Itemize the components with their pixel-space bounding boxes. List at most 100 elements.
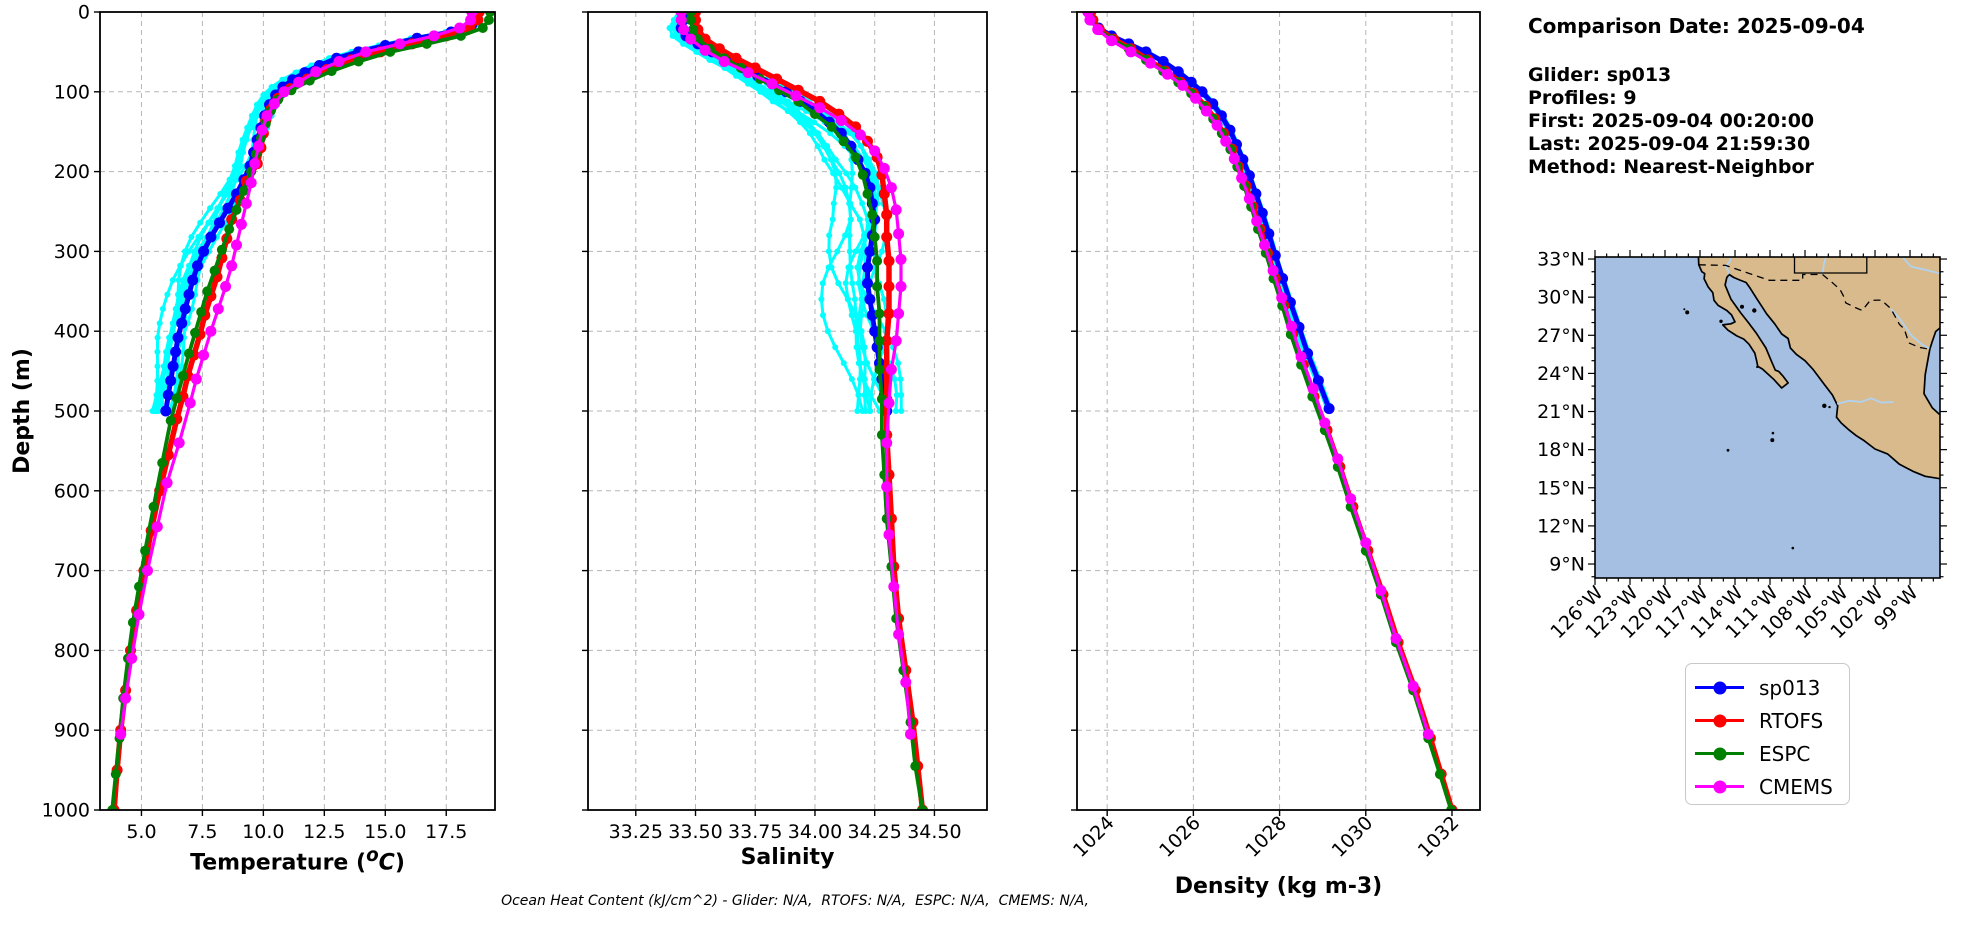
- glider-profile-marker: [169, 277, 176, 284]
- island-dot: [1719, 319, 1723, 323]
- glider-profile-marker: [235, 149, 242, 156]
- island-dot: [1771, 431, 1775, 435]
- rtofs-marker: [881, 231, 893, 243]
- island-dot: [1683, 308, 1686, 311]
- cmems-marker: [893, 308, 905, 320]
- glider-profile-marker: [833, 184, 840, 191]
- sp013-marker: [1323, 403, 1335, 415]
- glider-profile-marker: [854, 408, 861, 414]
- cmems-marker: [888, 581, 900, 593]
- glider-profile-marker: [859, 344, 866, 351]
- espc-marker: [326, 66, 337, 77]
- glider-profile-marker: [897, 376, 904, 383]
- glider-profile-marker: [828, 156, 835, 163]
- espc-marker: [140, 545, 151, 556]
- cmems-marker: [126, 652, 138, 664]
- x-tick-label: 1024: [1069, 812, 1119, 862]
- sp013-marker: [1263, 228, 1275, 240]
- density-profile-plot: 1024 1026 1028 1030 1032: [1069, 11, 1481, 862]
- glider-profile-marker: [207, 205, 213, 212]
- glider-profile-marker: [149, 408, 156, 414]
- glider-profile-marker: [830, 200, 837, 207]
- cmems-line: [119, 12, 474, 735]
- glider-profile-marker: [858, 143, 865, 150]
- sp013-marker: [1256, 207, 1268, 219]
- glider-profile-marker: [852, 184, 859, 191]
- cmems-marker: [881, 481, 893, 493]
- glider-profile-marker: [826, 232, 833, 239]
- celsius-symbol: C: [378, 850, 395, 876]
- cmems-marker: [890, 204, 902, 216]
- glider-profile-marker: [240, 149, 247, 156]
- glider-profile-marker: [835, 280, 842, 287]
- cmems-line: [1086, 12, 1430, 735]
- glider-profile-marker: [881, 296, 887, 303]
- x-tick-label: 15.0: [364, 821, 406, 843]
- glider-profile-marker: [852, 312, 859, 319]
- espc-marker: [869, 232, 880, 242]
- depth-tick-label: 700: [54, 560, 90, 582]
- glider-profile-marker: [828, 264, 835, 271]
- glider-profile-marker: [871, 376, 878, 383]
- glider-profile-marker: [893, 392, 900, 398]
- x-tick-label: 1032: [1414, 812, 1464, 862]
- sp013-marker: [205, 231, 217, 243]
- glider-profile-marker: [891, 376, 898, 383]
- glider-profile-marker: [191, 248, 198, 255]
- espc-marker: [107, 805, 118, 810]
- glider-profile-marker: [233, 176, 240, 183]
- cmems-marker: [883, 529, 895, 541]
- glider-profile-line: [672, 12, 877, 412]
- island-dot: [1791, 546, 1795, 550]
- glider-profile-marker: [866, 156, 873, 163]
- x-tick-label: 1026: [1155, 812, 1205, 862]
- glider-profile-marker: [856, 280, 863, 287]
- glider-profile-marker: [805, 119, 812, 126]
- rtofs-marker: [878, 188, 890, 200]
- glider-profile-marker: [188, 234, 195, 240]
- glider-profile-marker: [838, 184, 845, 191]
- x-tick-label: 12.5: [303, 821, 345, 843]
- glider-profile-marker: [819, 280, 826, 287]
- glider-profile-marker: [217, 190, 224, 197]
- espc-marker: [157, 457, 168, 468]
- glider-profile-marker: [854, 264, 861, 271]
- cmems-marker: [1422, 728, 1434, 740]
- espc-marker: [238, 185, 249, 196]
- sp013-line: [1087, 12, 1332, 410]
- cmems-marker: [226, 260, 238, 272]
- ocean-heat-content-caption: Ocean Heat Content (kJ/cm^2) - Glider: N…: [501, 893, 1089, 909]
- glider-profile-marker: [794, 108, 801, 114]
- glider-profile-line: [1088, 12, 1329, 410]
- cmems-marker: [360, 46, 372, 58]
- glider-profile-marker: [725, 64, 732, 71]
- sp013-marker: [179, 303, 191, 315]
- sp013-marker: [1185, 76, 1197, 88]
- sp013-marker: [165, 375, 177, 387]
- glider-profile-marker: [273, 84, 279, 90]
- glider-profile-line: [1087, 12, 1330, 410]
- cmems-marker: [1190, 92, 1201, 104]
- cmems-marker: [261, 110, 273, 122]
- glider-profile-marker: [846, 200, 853, 207]
- grid-lines: [588, 11, 987, 811]
- sp013-marker: [198, 245, 210, 257]
- glider-profile-marker: [857, 328, 864, 335]
- cmems-marker: [1220, 135, 1232, 147]
- espc-marker: [874, 308, 885, 319]
- rtofs-marker: [883, 281, 895, 292]
- cmems-marker: [766, 78, 778, 90]
- glider-profile-marker: [811, 119, 818, 126]
- espc-marker: [148, 501, 159, 512]
- glider-profile-marker: [214, 205, 221, 212]
- espc-marker: [838, 136, 849, 147]
- glider-profile-marker: [842, 184, 849, 191]
- glider-profile-marker: [858, 312, 865, 319]
- cmems-marker: [878, 162, 890, 174]
- cmems-marker: [895, 253, 907, 265]
- glider-profile-line: [675, 12, 882, 412]
- x-tick-label: 33.75: [728, 821, 782, 843]
- glider-profile-marker: [777, 98, 784, 105]
- depth-tick-label: 900: [54, 720, 90, 742]
- glider-profile-marker: [845, 296, 851, 303]
